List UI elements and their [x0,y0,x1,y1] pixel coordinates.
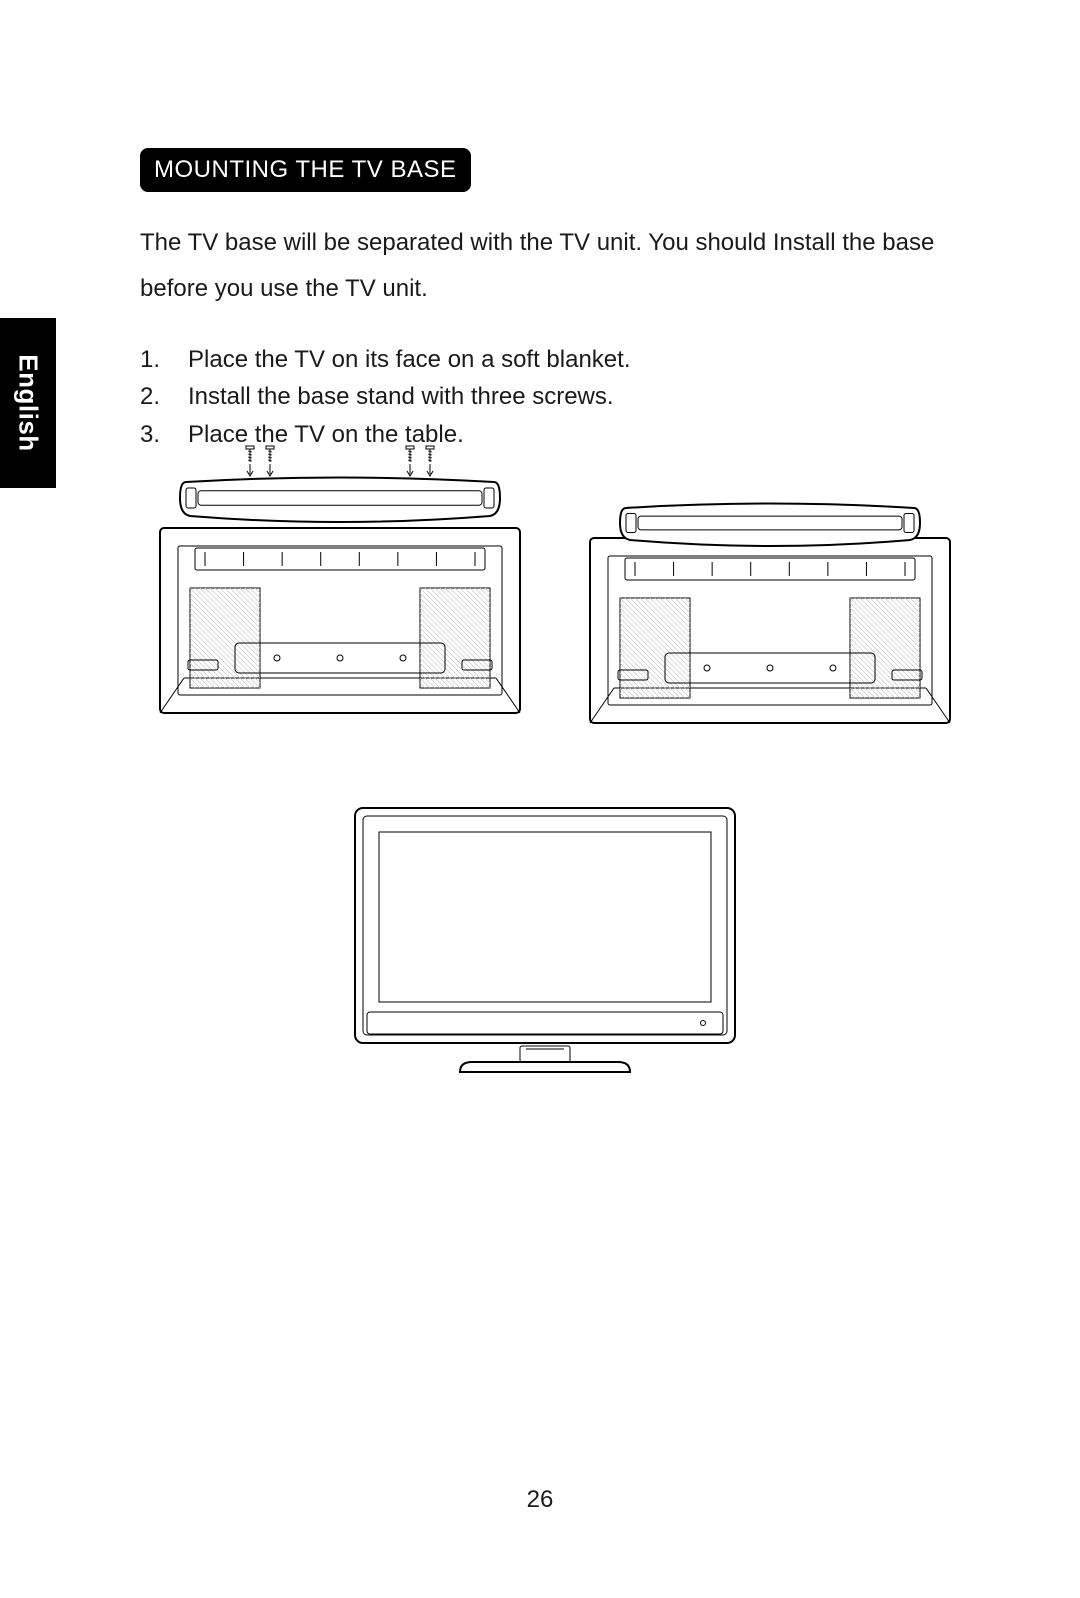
step-text: Install the base stand with three screws… [188,378,614,415]
page-content: MOUNTING THE TV BASE The TV base will be… [140,148,960,453]
assembly-figures [150,428,970,1048]
page-number: 26 [0,1486,1080,1514]
step-number: 1. [140,341,188,378]
section-title: MOUNTING THE TV BASE [140,148,471,192]
step-number: 2. [140,378,188,415]
language-tab: English [0,318,56,488]
language-label: English [13,354,44,451]
list-item: 2. Install the base stand with three scr… [140,378,960,415]
intro-paragraph: The TV base will be separated with the T… [140,220,960,311]
figures-svg [150,428,970,1108]
list-item: 1. Place the TV on its face on a soft bl… [140,341,960,378]
step-text: Place the TV on its face on a soft blank… [188,341,631,378]
